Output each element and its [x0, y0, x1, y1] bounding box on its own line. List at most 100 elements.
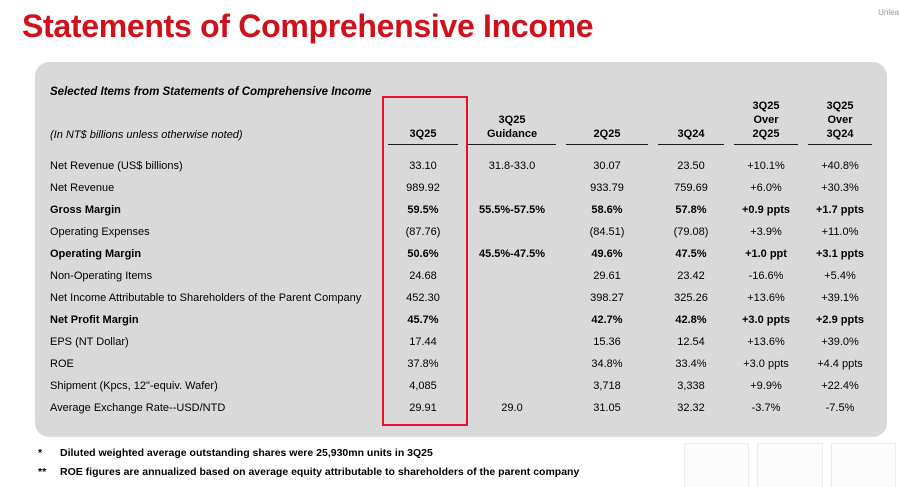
row-label: Shipment (Kpcs, 12"-equiv. Wafer) [50, 380, 218, 392]
cell-value: 42.8% [675, 314, 707, 326]
cell-value: 45.5%-47.5% [478, 248, 546, 260]
table-row: Net Revenue 989.92 933.79 759.69 +6.0% +30.3% [50, 177, 887, 199]
cell-value: +10.1% [747, 160, 785, 172]
cell-value: 34.8% [591, 358, 623, 370]
cell-value: +1.7 ppts [816, 204, 864, 216]
cell-value: 23.42 [677, 270, 705, 282]
cell-value: 3,338 [677, 380, 705, 392]
cell-value: 33.4% [675, 358, 707, 370]
row-label: Non-Operating Items [50, 270, 153, 282]
table-row: Average Exchange Rate--USD/NTD 29.91 29.0 3… [50, 397, 887, 419]
cell-value: +2.9 ppts [816, 314, 864, 326]
cell-value: 325.26 [674, 292, 708, 304]
cell-value: +22.4% [821, 380, 859, 392]
cell-value: +39.1% [821, 292, 859, 304]
cell-value: 4,085 [409, 380, 437, 392]
table-row: Net Revenue (US$ billions) 33.10 31.8-33.0… [50, 155, 887, 177]
cell-value: (79.08) [673, 226, 709, 238]
row-label: Net Revenue (US$ billions) [50, 160, 183, 172]
row-label: EPS (NT Dollar) [50, 336, 129, 348]
cell-value: +30.3% [821, 182, 859, 194]
cell-value: +4.4 ppts [817, 358, 863, 370]
table-row: Operating Margin 50.6% 45.5%-47.5% 49.6% 47.… [50, 243, 887, 265]
cell-value: +39.0% [821, 336, 859, 348]
background-graphic-box [684, 443, 750, 487]
cell-value: +40.8% [821, 160, 859, 172]
table-row: EPS (NT Dollar) 17.44 15.36 12.54 +13.6% +39.… [50, 331, 887, 353]
cell-value: 989.92 [406, 182, 440, 194]
row-label: Operating Expenses [50, 226, 150, 238]
cell-value: 42.7% [591, 314, 623, 326]
cell-value: 49.6% [591, 248, 623, 260]
cell-value: 33.10 [409, 160, 437, 172]
row-label: Gross Margin [50, 204, 121, 216]
cell-value: +3.0 ppts [742, 314, 790, 326]
footnote-text: ROE figures are annualized based on aver… [60, 466, 580, 478]
background-graphic-box [757, 443, 823, 487]
table-row: Operating Expenses (87.76) (84.51) (79.08) +… [50, 221, 887, 243]
footnote: ** ROE figures are annualized based on a… [38, 463, 579, 482]
cell-value: -3.7% [751, 402, 781, 414]
column-header-2q25: 2Q25 [566, 128, 648, 146]
cell-value: 57.8% [675, 204, 707, 216]
column-header-3q25: 3Q25 [388, 128, 458, 146]
footnote-text: Diluted weighted average outstanding sha… [60, 447, 433, 459]
row-label: Net Revenue [50, 182, 115, 194]
cell-value: 23.50 [677, 160, 705, 172]
page-title: Statements of Comprehensive Income [22, 8, 594, 44]
table-row: Shipment (Kpcs, 12"-equiv. Wafer) 4,085 3,… [50, 375, 887, 397]
table-row: Net Income Attributable to Shareholders … [50, 287, 887, 309]
cell-value: 47.5% [675, 248, 707, 260]
table-row: Non-Operating Items 24.68 29.61 23.42 -16.6%… [50, 265, 887, 287]
cell-value: 30.07 [593, 160, 621, 172]
cell-value: 12.54 [677, 336, 705, 348]
income-table: (In NT$ billions unless otherwise noted)… [50, 96, 887, 426]
cell-value: 3,718 [593, 380, 621, 392]
cell-value: 55.5%-57.5% [478, 204, 546, 216]
cell-value: 452.30 [406, 292, 440, 304]
footnote: * Diluted weighted average outstanding s… [38, 444, 579, 463]
cell-value: 29.0 [501, 402, 523, 414]
cell-value: +11.0% [821, 226, 859, 238]
cell-value: +3.0 ppts [743, 358, 789, 370]
column-header-3q25-over-3q24: 3Q25 Over 3Q24 [808, 100, 872, 146]
cell-value: 32.32 [677, 402, 705, 414]
footnote-marker: ** [38, 466, 47, 478]
cell-value: +9.9% [750, 380, 782, 392]
cell-value: -7.5% [825, 402, 855, 414]
background-graphic-box [830, 443, 896, 487]
cell-value: 59.5% [407, 204, 439, 216]
cell-value: -16.6% [748, 270, 784, 282]
column-header-3q25-guidance: 3Q25 Guidance [468, 114, 556, 146]
cell-value: +3.9% [750, 226, 782, 238]
row-label: Operating Margin [50, 248, 142, 260]
cell-value: 50.6% [407, 248, 439, 260]
cell-value: (87.76) [405, 226, 441, 238]
cell-value: 37.8% [407, 358, 439, 370]
cell-value: 29.91 [409, 402, 437, 414]
table-row: Gross Margin 59.5% 55.5%-57.5% 58.6% 57.8% +0… [50, 199, 887, 221]
cell-value: 933.79 [590, 182, 624, 194]
corner-text: Unlea [878, 8, 899, 17]
column-header-3q24: 3Q24 [658, 128, 724, 146]
cell-value: 58.6% [591, 204, 623, 216]
table-body: Net Revenue (US$ billions) 33.10 31.8-33.0… [50, 141, 887, 419]
cell-value: +13.6% [747, 336, 785, 348]
cell-value: 17.44 [409, 336, 437, 348]
column-header-3q25-over-2q25: 3Q25 Over 2Q25 [734, 100, 798, 146]
cell-value: +13.6% [747, 292, 785, 304]
row-label: Average Exchange Rate--USD/NTD [50, 402, 226, 414]
cell-value: 29.61 [593, 270, 621, 282]
cell-value: 398.27 [590, 292, 624, 304]
row-label: Net Profit Margin [50, 314, 139, 326]
row-label: Net Income Attributable to Shareholders … [50, 292, 362, 304]
cell-value: +0.9 ppts [742, 204, 790, 216]
cell-value: 15.36 [593, 336, 621, 348]
cell-value: (84.51) [589, 226, 625, 238]
background-graphic [684, 443, 896, 487]
cell-value: 45.7% [407, 314, 439, 326]
cell-value: 24.68 [409, 270, 437, 282]
footnotes: * Diluted weighted average outstanding s… [38, 444, 579, 482]
footnote-marker: * [38, 447, 43, 459]
cell-value: +1.0 ppt [745, 248, 787, 260]
